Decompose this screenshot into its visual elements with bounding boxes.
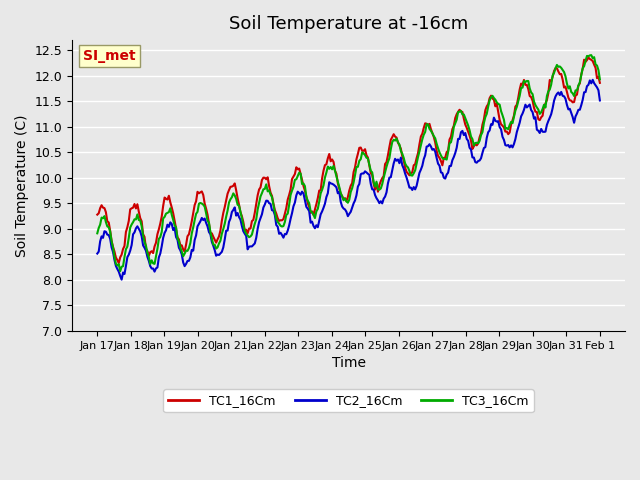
Title: Soil Temperature at -16cm: Soil Temperature at -16cm <box>229 15 468 33</box>
Y-axis label: Soil Temperature (C): Soil Temperature (C) <box>15 114 29 257</box>
Text: SI_met: SI_met <box>83 49 136 63</box>
Legend: TC1_16Cm, TC2_16Cm, TC3_16Cm: TC1_16Cm, TC2_16Cm, TC3_16Cm <box>163 389 534 412</box>
X-axis label: Time: Time <box>332 356 365 370</box>
